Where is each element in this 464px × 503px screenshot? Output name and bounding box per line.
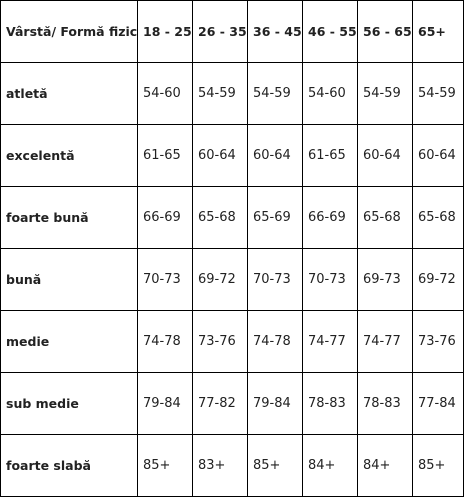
table-cell: 54-60 <box>302 62 358 125</box>
table-cell: 73-76 <box>192 310 248 373</box>
table-header-row: Vârstă/ Formă fizică 18 - 25 26 - 35 36 … <box>0 0 464 63</box>
header-cell-36-45: 36 - 45 <box>247 0 303 63</box>
header-cell-46-55: 46 - 55 <box>302 0 358 63</box>
table-cell: 60-64 <box>247 124 303 187</box>
header-cell-age-fitness: Vârstă/ Formă fizică <box>0 0 138 63</box>
table-cell: 85+ <box>412 434 464 497</box>
table-row: bună 70-73 69-72 70-73 70-73 69-73 69-72 <box>0 248 464 311</box>
table-row: foarte bună 66-69 65-68 65-69 66-69 65-6… <box>0 186 464 249</box>
row-label: foarte bună <box>0 186 138 249</box>
row-label: foarte slabă <box>0 434 138 497</box>
table-cell: 84+ <box>357 434 413 497</box>
table-cell: 54-60 <box>137 62 193 125</box>
table-cell: 77-84 <box>412 372 464 435</box>
table-cell: 85+ <box>137 434 193 497</box>
table-cell: 61-65 <box>137 124 193 187</box>
table-cell: 70-73 <box>302 248 358 311</box>
table-row: foarte slabă 85+ 83+ 85+ 84+ 84+ 85+ <box>0 434 464 497</box>
table-cell: 60-64 <box>192 124 248 187</box>
table-cell: 74-77 <box>302 310 358 373</box>
row-label: atletă <box>0 62 138 125</box>
table-cell: 74-78 <box>247 310 303 373</box>
table-cell: 77-82 <box>192 372 248 435</box>
table-row: sub medie 79-84 77-82 79-84 78-83 78-83 … <box>0 372 464 435</box>
table-cell: 65-68 <box>192 186 248 249</box>
table-cell: 74-77 <box>357 310 413 373</box>
table-cell: 60-64 <box>357 124 413 187</box>
table-cell: 73-76 <box>412 310 464 373</box>
table-cell: 54-59 <box>412 62 464 125</box>
table-cell: 54-59 <box>247 62 303 125</box>
header-cell-18-25: 18 - 25 <box>137 0 193 63</box>
table-row: excelentă 61-65 60-64 60-64 61-65 60-64 … <box>0 124 464 187</box>
table-cell: 85+ <box>247 434 303 497</box>
table-cell: 66-69 <box>137 186 193 249</box>
table-cell: 54-59 <box>357 62 413 125</box>
table-cell: 79-84 <box>137 372 193 435</box>
table-cell: 65-68 <box>357 186 413 249</box>
header-cell-56-65: 56 - 65 <box>357 0 413 63</box>
table-cell: 66-69 <box>302 186 358 249</box>
header-cell-26-35: 26 - 35 <box>192 0 248 63</box>
row-label: excelentă <box>0 124 138 187</box>
table-cell: 78-83 <box>357 372 413 435</box>
table-cell: 69-72 <box>412 248 464 311</box>
table-cell: 54-59 <box>192 62 248 125</box>
row-label: bună <box>0 248 138 311</box>
table-cell: 74-78 <box>137 310 193 373</box>
table-row: medie 74-78 73-76 74-78 74-77 74-77 73-7… <box>0 310 464 373</box>
table-cell: 70-73 <box>137 248 193 311</box>
table-cell: 60-64 <box>412 124 464 187</box>
table-row: atletă 54-60 54-59 54-59 54-60 54-59 54-… <box>0 62 464 125</box>
table-cell: 65-69 <box>247 186 303 249</box>
row-label: medie <box>0 310 138 373</box>
table-cell: 70-73 <box>247 248 303 311</box>
table-cell: 84+ <box>302 434 358 497</box>
table-cell: 65-68 <box>412 186 464 249</box>
table-cell: 69-72 <box>192 248 248 311</box>
table-cell: 83+ <box>192 434 248 497</box>
row-label: sub medie <box>0 372 138 435</box>
header-cell-65-plus: 65+ <box>412 0 464 63</box>
table-cell: 69-73 <box>357 248 413 311</box>
table-cell: 61-65 <box>302 124 358 187</box>
table-cell: 78-83 <box>302 372 358 435</box>
table-cell: 79-84 <box>247 372 303 435</box>
